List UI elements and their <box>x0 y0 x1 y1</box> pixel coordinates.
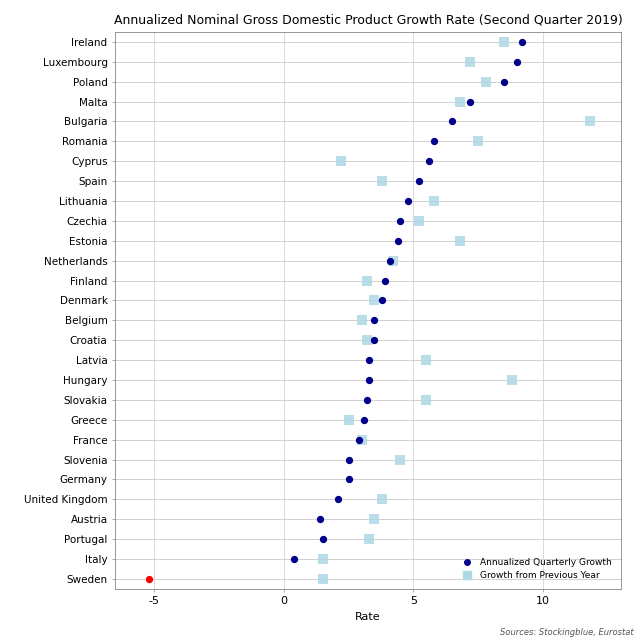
Point <box>421 395 431 405</box>
Point <box>317 554 328 564</box>
Point <box>317 534 328 544</box>
Point <box>144 573 154 584</box>
X-axis label: Rate: Rate <box>355 612 381 622</box>
Point <box>424 156 434 166</box>
Point <box>335 156 346 166</box>
Point <box>364 355 374 365</box>
Point <box>364 375 374 385</box>
Point <box>369 295 380 305</box>
Point <box>507 375 517 385</box>
Point <box>393 236 403 246</box>
Point <box>380 275 390 285</box>
Point <box>465 97 476 107</box>
Point <box>455 236 465 246</box>
Point <box>333 494 343 504</box>
Point <box>396 454 406 465</box>
Point <box>396 216 406 226</box>
Title: Annualized Nominal Gross Domestic Product Growth Rate (Second Quarter 2019): Annualized Nominal Gross Domestic Produc… <box>114 13 622 27</box>
Point <box>429 136 439 147</box>
Point <box>413 176 424 186</box>
Point <box>385 255 395 266</box>
Point <box>289 554 300 564</box>
Point <box>517 37 527 47</box>
Point <box>344 415 354 425</box>
Point <box>481 77 491 87</box>
Point <box>421 355 431 365</box>
Point <box>362 395 372 405</box>
Text: Sources: Stockingblue, Eurostat: Sources: Stockingblue, Eurostat <box>500 628 634 637</box>
Point <box>317 573 328 584</box>
Point <box>512 57 522 67</box>
Point <box>413 216 424 226</box>
Point <box>315 514 325 524</box>
Point <box>473 136 483 147</box>
Point <box>499 77 509 87</box>
Point <box>356 316 367 326</box>
Point <box>387 255 397 266</box>
Point <box>369 514 380 524</box>
Point <box>377 176 387 186</box>
Point <box>377 494 387 504</box>
Point <box>447 116 458 127</box>
Point <box>359 415 369 425</box>
Point <box>369 335 380 346</box>
Point <box>364 534 374 544</box>
Point <box>584 116 595 127</box>
Point <box>344 454 354 465</box>
Point <box>369 316 380 326</box>
Point <box>354 435 364 445</box>
Point <box>377 295 387 305</box>
Point <box>356 435 367 445</box>
Point <box>362 335 372 346</box>
Point <box>344 474 354 484</box>
Point <box>455 97 465 107</box>
Point <box>429 196 439 206</box>
Point <box>403 196 413 206</box>
Point <box>499 37 509 47</box>
Point <box>362 275 372 285</box>
Point <box>465 57 476 67</box>
Legend: Annualized Quarterly Growth, Growth from Previous Year: Annualized Quarterly Growth, Growth from… <box>454 554 616 584</box>
